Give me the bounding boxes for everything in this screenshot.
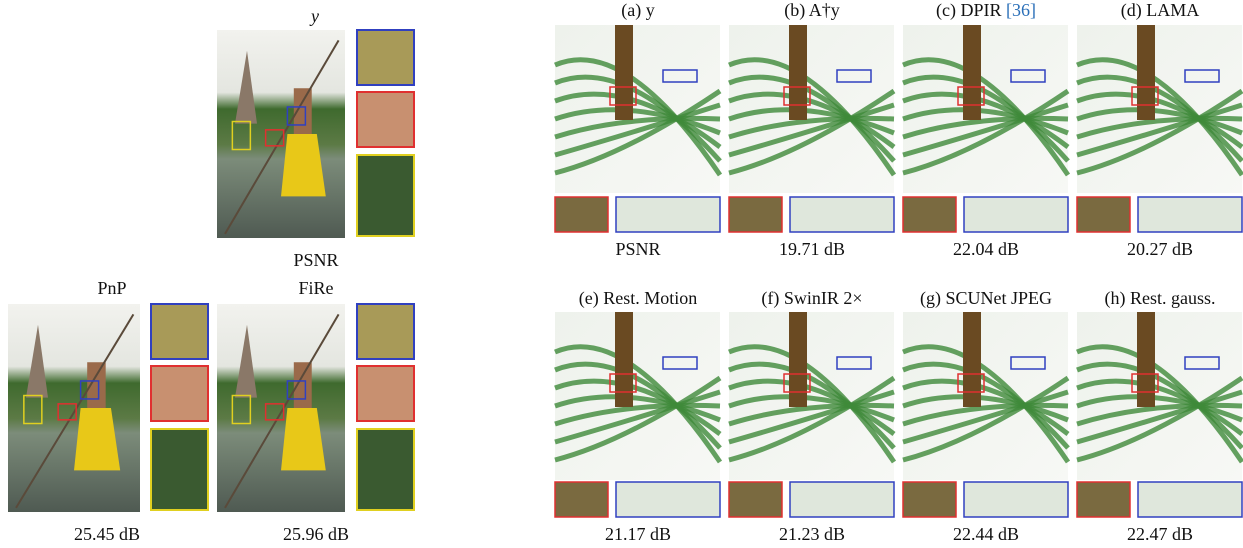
psnr-value: 22.47 dB [1127,524,1193,544]
panel-label: (g) SCUNet JPEG [920,288,1052,309]
crop [1077,482,1130,517]
crop [357,155,414,236]
psnr-value: 25.45 dB [74,524,140,544]
psnr-value: PSNR [615,239,660,259]
psnr-value: 19.71 dB [779,239,845,259]
panel-label-text: (c) DPIR [936,0,1006,21]
panel-label: (b) A†y [784,0,840,21]
panel-label: (h) Rest. gauss. [1105,288,1216,309]
crop [357,366,414,421]
citation: [36] [1006,0,1036,20]
panel-label: (f) SwinIR 2× [761,288,862,309]
crop [555,482,608,517]
panel-label-text: (h) Rest. gauss. [1105,288,1216,309]
psnr-value: 21.17 dB [605,524,671,544]
panel-label-text: (d) LAMA [1121,0,1200,21]
crop [555,197,608,232]
crop [964,197,1068,232]
crop [964,482,1068,517]
panel-label-text: (b) A†y [784,0,840,21]
crop [151,304,208,359]
panel-label: (c) DPIR [36] [936,0,1036,21]
psnr-value: 22.44 dB [953,524,1019,544]
figure: y PSNR PnP 25.45 dB FiRe 25.96 dB (a) y PSNR (… [0,0,1243,548]
crop [729,197,782,232]
crop [1138,482,1242,517]
panel-label-text: (a) y [621,0,654,21]
psnr-value: 25.96 dB [283,524,349,544]
panel-label: (a) y [621,0,654,21]
crop [903,197,956,232]
crop [616,197,720,232]
crop [903,482,956,517]
crop [790,197,894,232]
crop [357,30,414,85]
panel-label-text: (e) Rest. Motion [579,288,698,309]
psnr-value: 20.27 dB [1127,239,1193,259]
crop [151,366,208,421]
crop [1077,197,1130,232]
crop [616,482,720,517]
panel-label: (d) LAMA [1121,0,1200,21]
crop [790,482,894,517]
crop [729,482,782,517]
crop [357,429,414,510]
panel-label-text: (f) SwinIR 2× [761,288,862,309]
input-label: y [309,6,319,26]
method-label: FiRe [298,278,333,298]
method-label: PnP [97,278,126,298]
crop [151,429,208,510]
crop [1138,197,1242,232]
crop [357,92,414,147]
panel-label: (e) Rest. Motion [579,288,698,309]
panel-label-text: (g) SCUNet JPEG [920,288,1052,309]
crop [357,304,414,359]
psnr-label: PSNR [293,250,338,270]
psnr-value: 22.04 dB [953,239,1019,259]
psnr-value: 21.23 dB [779,524,845,544]
